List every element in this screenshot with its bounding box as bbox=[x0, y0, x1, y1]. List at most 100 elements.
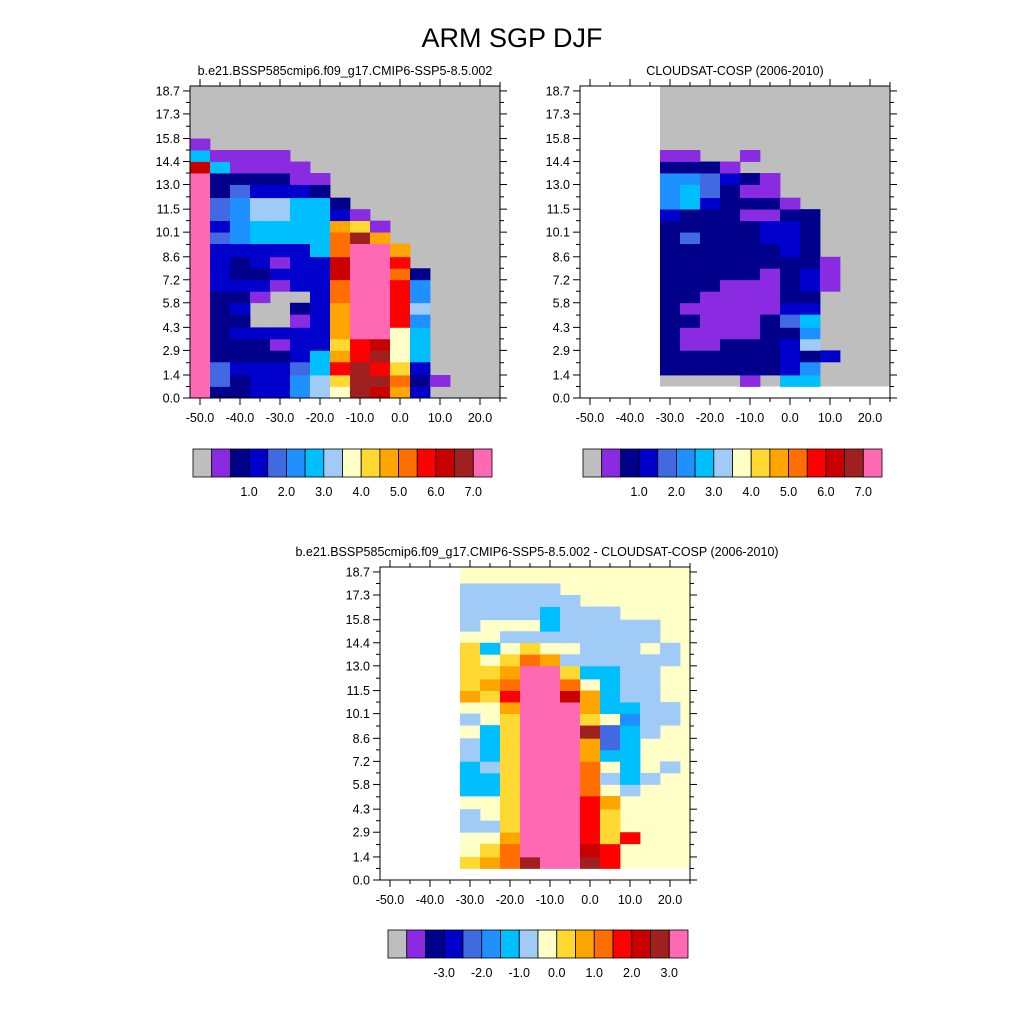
heatmap-cell bbox=[760, 209, 781, 222]
heatmap-cell bbox=[540, 749, 561, 762]
heatmap-cell bbox=[230, 232, 251, 245]
heatmap-cell bbox=[660, 702, 681, 715]
x-tick-label: 10.0 bbox=[618, 893, 642, 907]
heatmap-cell bbox=[230, 150, 251, 162]
heatmap-cell bbox=[720, 302, 741, 315]
y-tick-label: 5.8 bbox=[163, 296, 180, 310]
colorbar-label: 2.0 bbox=[623, 966, 640, 980]
heatmap-cell bbox=[540, 795, 561, 810]
heatmap-cell bbox=[700, 161, 721, 174]
colorbar-box bbox=[750, 448, 771, 478]
y-tick-label: 0.0 bbox=[353, 874, 370, 888]
heatmap-cell bbox=[310, 209, 331, 222]
heatmap-cell bbox=[190, 232, 211, 245]
heatmap-cell bbox=[700, 350, 721, 363]
heatmap-cell bbox=[250, 197, 271, 210]
heatmap-cell bbox=[680, 350, 701, 363]
heatmap-cell bbox=[580, 832, 601, 845]
colorbar-box bbox=[825, 448, 846, 478]
heatmap-cell bbox=[190, 375, 211, 387]
heatmap-cell bbox=[740, 209, 761, 222]
heatmap-cell bbox=[210, 243, 231, 258]
colorbar-box bbox=[462, 929, 483, 959]
heatmap-cell bbox=[500, 583, 521, 596]
heatmap-cell bbox=[600, 702, 621, 715]
heatmap-cell bbox=[290, 173, 311, 185]
heatmap-cell bbox=[410, 350, 431, 363]
heatmap-cell bbox=[640, 690, 661, 703]
heatmap-cell bbox=[540, 738, 561, 751]
heatmap-cell bbox=[350, 375, 371, 387]
heatmap-cell bbox=[660, 761, 681, 774]
heatmap-cell bbox=[580, 619, 601, 632]
heatmap-cell bbox=[760, 173, 781, 185]
heatmap-cell bbox=[210, 150, 231, 162]
heatmap-cell bbox=[720, 314, 741, 328]
y-tick-label: 2.9 bbox=[163, 344, 180, 358]
heatmap-cell bbox=[680, 232, 701, 245]
heatmap-cell bbox=[760, 197, 781, 210]
y-tick-label: 18.7 bbox=[156, 84, 180, 98]
heatmap-cell bbox=[600, 795, 621, 810]
heatmap-cell bbox=[310, 220, 331, 233]
heatmap-cell bbox=[480, 583, 501, 596]
heatmap-cell bbox=[680, 361, 701, 376]
heatmap-cell bbox=[580, 856, 601, 869]
heatmap-cell bbox=[800, 209, 821, 222]
heatmap-cell bbox=[580, 713, 601, 726]
heatmap-cell bbox=[700, 314, 721, 328]
heatmap-cell bbox=[190, 256, 211, 269]
heatmap-cell bbox=[190, 291, 211, 304]
heatmap-cell bbox=[680, 291, 701, 304]
colorbar-box bbox=[248, 448, 269, 478]
x-tick-label: 10.0 bbox=[818, 411, 842, 425]
x-tick-label: -30.0 bbox=[456, 893, 485, 907]
heatmap-cell bbox=[600, 690, 621, 703]
heatmap-cell bbox=[600, 665, 621, 680]
colorbar-label: 1.0 bbox=[240, 485, 257, 499]
heatmap-cell bbox=[740, 375, 761, 387]
x-axis: -50.0 -40.0 -30.0 -20.0 -10.0 0.0 10.0 20.0 bbox=[576, 79, 891, 425]
heatmap-cell bbox=[330, 232, 351, 245]
heatmap-cell bbox=[230, 256, 251, 269]
heatmap-cell bbox=[250, 209, 271, 222]
heatmap-cell bbox=[290, 209, 311, 222]
heatmap-cell bbox=[660, 291, 681, 304]
heatmap-cell bbox=[410, 268, 431, 281]
heatmap-cell bbox=[660, 243, 681, 258]
heatmap-cell bbox=[540, 654, 561, 667]
heatmap-cell bbox=[270, 256, 291, 269]
y-axis: 18.7 17.3 15.8 14.4 13.0 11.5 10.1 8.6 7.2 5.8 4.3… bbox=[546, 84, 897, 406]
heatmap-cell bbox=[210, 268, 231, 281]
heatmap-cell bbox=[780, 375, 801, 387]
heatmap-cell bbox=[540, 665, 561, 680]
y-axis: 18.7 17.3 15.8 14.4 13.0 11.5 10.1 8.6 7.2 5.8 4.3… bbox=[156, 84, 507, 406]
heatmap-cell bbox=[780, 243, 801, 258]
heatmap-cell bbox=[390, 327, 411, 340]
heatmap-cell bbox=[250, 184, 271, 199]
colorbar-box bbox=[406, 929, 426, 959]
heatmap-cell bbox=[780, 314, 801, 328]
heatmap-cell bbox=[600, 843, 621, 858]
heatmap-cell bbox=[290, 232, 311, 245]
heatmap-cell bbox=[350, 338, 371, 351]
heatmap-cell bbox=[800, 220, 821, 233]
heatmap-cell bbox=[720, 279, 741, 292]
heatmap-cell bbox=[290, 361, 311, 376]
heatmap-cell bbox=[250, 361, 271, 376]
colorbar: -3.0 -2.0 -1.0 0.0 1.0 2.0 3.0 bbox=[387, 929, 689, 980]
y-tick-label: 5.8 bbox=[553, 296, 570, 310]
colorbar-box bbox=[612, 929, 633, 959]
heatmap-cell bbox=[800, 375, 821, 387]
heatmap-cell bbox=[190, 350, 211, 363]
heatmap-cell bbox=[520, 583, 541, 596]
x-tick-label: 0.0 bbox=[391, 411, 408, 425]
heatmap-cell bbox=[330, 338, 351, 351]
heatmap-cell bbox=[720, 184, 741, 199]
heatmap-cell bbox=[370, 361, 391, 376]
heatmap-cell bbox=[800, 361, 821, 376]
heatmap-cell bbox=[480, 665, 501, 680]
heatmap-cell bbox=[540, 583, 561, 596]
heatmap-cell bbox=[660, 197, 681, 210]
x-tick-label: -40.0 bbox=[616, 411, 645, 425]
